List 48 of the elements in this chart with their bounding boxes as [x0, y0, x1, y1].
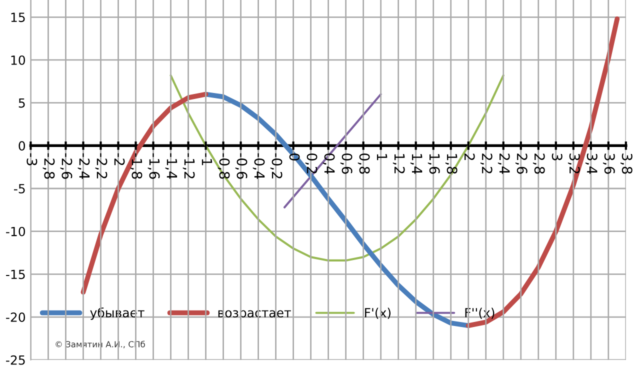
x-tick-label: -2,4: [78, 153, 90, 179]
x-tick-label: -2,2: [95, 153, 108, 178]
x-tick-label: 1,4: [410, 154, 422, 174]
x-tick-label: -0,2: [270, 153, 282, 178]
x-tick-label: -0,8: [218, 153, 230, 179]
y-tick-label: -20: [6, 312, 26, 322]
x-tick-label: 2,8: [532, 154, 545, 174]
x-tick-label: 2: [464, 154, 475, 160]
x-tick-label: -2,8: [42, 153, 55, 179]
x-tick-label: 3,6: [602, 154, 615, 174]
x-tick-label: 0,6: [340, 154, 352, 174]
x-tick-label: 2,4: [498, 154, 510, 174]
y-tick-label: 0: [18, 141, 26, 151]
x-tick-label: 3,2: [568, 154, 580, 174]
x-tick-label: -1,8: [130, 153, 142, 179]
x-tick-label: 0,4: [322, 154, 335, 174]
x-tick-label: -2: [114, 153, 125, 166]
x-tick-label: 0,8: [358, 154, 370, 174]
x-tick-label: -3: [26, 153, 38, 166]
x-tick-label: 3,4: [585, 154, 598, 174]
annotation: © Замятин А.И., СПб: [56, 340, 145, 348]
x-tick-label: -1: [202, 153, 212, 166]
legend-label: возрастает: [218, 310, 291, 320]
x-tick-label: 3,8: [620, 154, 632, 174]
x-tick-label: -0,6: [235, 153, 248, 179]
legend-label: F'(x): [365, 308, 391, 319]
x-tick-label: 3: [552, 154, 562, 160]
x-tick-label: -1,2: [182, 153, 195, 178]
x-tick-label: -2,6: [60, 153, 72, 179]
x-tick-label: 2,2: [480, 154, 492, 174]
y-tick-label: -10: [6, 226, 26, 236]
x-tick-label: 1,6: [428, 154, 440, 174]
y-tick-label: 10: [11, 55, 26, 65]
x-tick-label: 0: [289, 154, 300, 161]
x-tick-label: 1: [377, 154, 388, 160]
y-tick-label: -25: [6, 355, 25, 365]
y-tick-label: -15: [6, 270, 25, 280]
x-tick-label: 0,2: [305, 154, 318, 174]
y-tick-label: -5: [14, 184, 25, 194]
x-tick-label: 1,2: [392, 154, 405, 174]
x-tick-label: -1,6: [148, 153, 160, 179]
legend-label: убывает: [90, 308, 144, 320]
x-tick-label: -1,4: [165, 153, 178, 179]
y-tick-label: 5: [18, 98, 25, 108]
x-tick-label: 2,6: [515, 154, 528, 174]
x-tick-label: -0,4: [252, 153, 265, 179]
y-tick-label: 15: [11, 12, 25, 22]
x-tick-label: 1,8: [445, 154, 458, 174]
